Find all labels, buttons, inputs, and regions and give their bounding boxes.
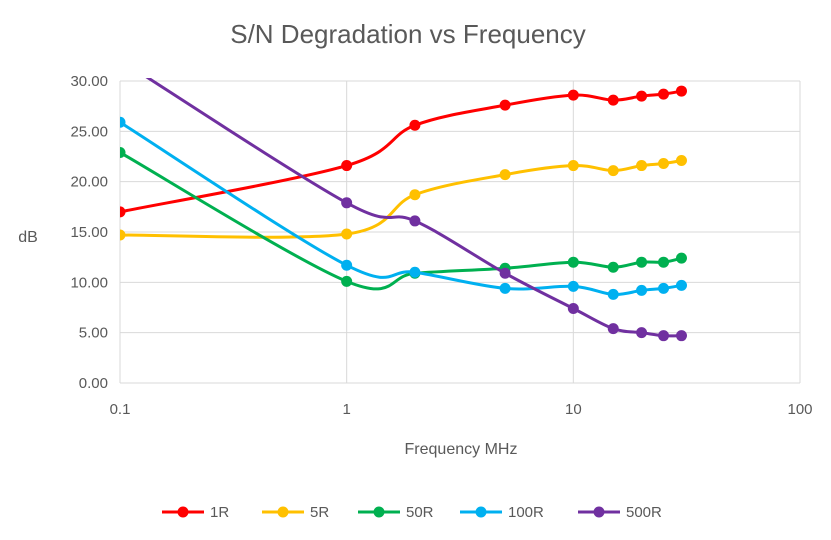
data-point-500R — [675, 330, 687, 342]
data-point-1R — [341, 160, 353, 172]
data-point-50R — [567, 256, 579, 268]
data-point-100R — [567, 280, 579, 292]
series-line-50R — [120, 151, 682, 291]
y-tick-label: 20.00 — [70, 174, 108, 191]
data-point-500R — [409, 215, 421, 227]
legend-label: 500R — [626, 504, 662, 521]
legend-marker-1R — [177, 506, 189, 518]
x-axis-label: Frequency MHz — [405, 441, 518, 458]
data-point-100R — [658, 282, 670, 294]
data-point-50R — [607, 261, 619, 273]
data-point-100R — [636, 284, 648, 296]
data-point-500R — [341, 197, 353, 209]
y-axis-label: dB — [18, 229, 38, 246]
data-point-500R — [499, 267, 511, 279]
data-point-500R — [567, 303, 579, 315]
data-point-50R — [636, 256, 648, 268]
x-tick-label: 1 — [342, 401, 350, 418]
x-tick-label: 10 — [565, 401, 582, 418]
y-tick-label: 25.00 — [70, 123, 108, 140]
series-line-1R — [120, 89, 682, 214]
data-point-100R — [120, 116, 126, 128]
data-point-1R — [658, 88, 670, 100]
series-line-5R — [120, 159, 682, 239]
data-point-1R — [567, 89, 579, 101]
x-tick-label: 0.1 — [110, 401, 131, 418]
data-point-50R — [120, 146, 126, 158]
legend-label: 100R — [508, 504, 544, 521]
data-point-5R — [636, 160, 648, 172]
data-point-5R — [675, 155, 687, 167]
data-point-5R — [341, 228, 353, 240]
data-point-1R — [499, 99, 511, 111]
data-point-5R — [567, 160, 579, 172]
data-point-5R — [658, 158, 670, 170]
data-point-500R — [607, 323, 619, 335]
y-tick-label: 5.00 — [79, 325, 108, 342]
data-point-100R — [607, 288, 619, 300]
data-point-5R — [120, 229, 126, 241]
data-point-100R — [675, 279, 687, 291]
data-point-1R — [636, 90, 648, 102]
data-point-50R — [658, 256, 670, 268]
legend-label: 5R — [310, 504, 329, 521]
data-point-500R — [658, 330, 670, 342]
chart-title: S/N Degradation vs Frequency — [230, 19, 586, 49]
legend-marker-500R — [593, 506, 605, 518]
data-point-100R — [499, 282, 511, 294]
data-point-1R — [409, 119, 421, 131]
legend-label: 1R — [210, 504, 229, 521]
legend-marker-5R — [277, 506, 289, 518]
data-point-5R — [499, 169, 511, 181]
data-point-100R — [409, 266, 421, 278]
series-line-100R — [120, 121, 682, 296]
data-point-1R — [120, 206, 126, 218]
data-point-50R — [675, 252, 687, 264]
y-tick-label: 10.00 — [70, 274, 108, 291]
data-point-500R — [115, 54, 126, 65]
legend-marker-100R — [475, 506, 487, 518]
data-point-1R — [675, 85, 687, 97]
data-point-5R — [607, 165, 619, 177]
y-tick-label: 30.00 — [70, 73, 108, 90]
data-point-1R — [607, 94, 619, 106]
data-point-50R — [341, 275, 353, 287]
data-point-100R — [341, 259, 353, 271]
data-point-5R — [409, 189, 421, 201]
series-line-500R — [145, 78, 682, 338]
y-tick-label: 15.00 — [70, 224, 108, 241]
legend-marker-50R — [373, 506, 385, 518]
legend-label: 50R — [406, 504, 434, 521]
data-point-500R — [636, 327, 648, 339]
x-tick-label: 100 — [787, 401, 812, 418]
y-tick-label: 0.00 — [79, 375, 108, 392]
